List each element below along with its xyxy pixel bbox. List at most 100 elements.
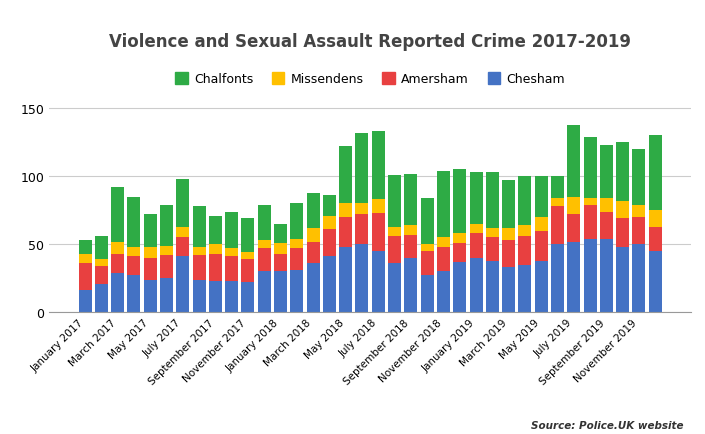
Bar [225, 257, 238, 281]
Bar [209, 281, 222, 312]
Bar [176, 227, 189, 238]
Bar [518, 237, 532, 265]
Bar [405, 258, 417, 312]
Bar [209, 254, 222, 281]
Bar [94, 284, 108, 312]
Bar [486, 261, 499, 312]
Bar [616, 143, 629, 201]
Bar [421, 245, 434, 251]
Bar [600, 146, 613, 198]
Bar [176, 257, 189, 312]
Bar [144, 215, 157, 247]
Bar [241, 219, 255, 253]
Bar [339, 204, 352, 217]
Bar [372, 214, 385, 251]
Bar [290, 239, 303, 249]
Bar [323, 257, 336, 312]
Bar [584, 205, 596, 239]
Bar [486, 228, 499, 238]
Bar [568, 197, 580, 215]
Bar [405, 226, 417, 235]
Bar [355, 215, 369, 245]
Bar [453, 243, 466, 262]
Bar [502, 268, 515, 312]
Bar [323, 230, 336, 257]
Bar [405, 235, 417, 258]
Bar [160, 246, 173, 256]
Bar [176, 238, 189, 257]
Bar [632, 245, 646, 312]
Bar [160, 279, 173, 312]
Bar [355, 134, 369, 204]
Bar [339, 147, 352, 204]
Bar [94, 237, 108, 260]
Bar [437, 272, 450, 312]
Bar [290, 249, 303, 270]
Bar [437, 171, 450, 238]
Bar [241, 260, 255, 283]
Bar [355, 204, 369, 215]
Bar [568, 242, 580, 312]
Bar [551, 198, 564, 207]
Bar [78, 254, 92, 263]
Bar [632, 205, 646, 217]
Bar [584, 239, 596, 312]
Bar [209, 216, 222, 245]
Bar [274, 272, 287, 312]
Bar [600, 212, 613, 239]
Bar [649, 251, 662, 312]
Bar [616, 219, 629, 247]
Bar [144, 258, 157, 280]
Bar [453, 262, 466, 312]
Bar [111, 273, 124, 312]
Bar [470, 234, 482, 258]
Bar [258, 272, 271, 312]
Bar [518, 226, 532, 237]
Bar [111, 242, 124, 254]
Text: Source: Police.UK website: Source: Police.UK website [532, 420, 684, 430]
Bar [600, 198, 613, 212]
Bar [534, 261, 548, 312]
Bar [78, 263, 92, 291]
Bar [421, 276, 434, 312]
Bar [144, 280, 157, 312]
Bar [486, 173, 499, 228]
Bar [502, 181, 515, 228]
Bar [78, 240, 92, 254]
Bar [453, 234, 466, 243]
Bar [176, 180, 189, 227]
Bar [632, 150, 646, 205]
Bar [600, 239, 613, 312]
Bar [649, 136, 662, 211]
Bar [649, 227, 662, 251]
Bar [534, 217, 548, 231]
Bar [192, 256, 206, 280]
Bar [241, 283, 255, 312]
Bar [584, 138, 596, 198]
Bar [502, 240, 515, 268]
Bar [111, 187, 124, 242]
Bar [290, 204, 303, 239]
Bar [568, 125, 580, 197]
Bar [616, 201, 629, 219]
Bar [405, 174, 417, 226]
Bar [144, 247, 157, 258]
Bar [225, 249, 238, 257]
Bar [355, 245, 369, 312]
Bar [192, 247, 206, 256]
Bar [551, 177, 564, 198]
Bar [274, 243, 287, 254]
Bar [192, 207, 206, 247]
Bar [372, 251, 385, 312]
Bar [258, 205, 271, 240]
Bar [128, 276, 140, 312]
Bar [323, 216, 336, 230]
Bar [128, 257, 140, 276]
Bar [307, 263, 319, 312]
Bar [290, 270, 303, 312]
Bar [470, 224, 482, 234]
Bar [421, 251, 434, 276]
Bar [339, 217, 352, 247]
Bar [111, 254, 124, 273]
Bar [372, 200, 385, 214]
